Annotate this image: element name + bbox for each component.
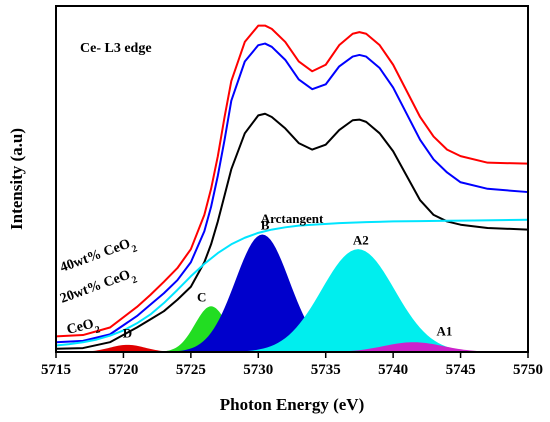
x-tick-label: 5730: [243, 362, 273, 378]
x-tick-label: 5735: [311, 362, 341, 378]
peak-label-b: B: [261, 218, 270, 233]
series-text-label: CeO2: [65, 316, 101, 343]
x-axis-ticks: 5715 5720 5725 5730 5735 5740 5745 5750: [41, 352, 543, 378]
peak-label-a1: A1: [436, 324, 452, 339]
x-tick-label: 5740: [378, 362, 408, 378]
deconvolution-peaks: [57, 234, 528, 352]
x-tick-label: 5745: [446, 362, 476, 378]
peak-label-c: C: [197, 289, 206, 304]
x-tick-label: 5715: [41, 362, 71, 378]
edge-annotation: Ce- L3 edge: [80, 41, 152, 56]
y-axis-label: Intensity (a.u): [7, 128, 26, 230]
peak-a1: [294, 342, 528, 352]
series-line-20wt-ceo2: [55, 42, 529, 344]
plot-frame: [55, 5, 529, 353]
x-tick-label: 5725: [176, 362, 206, 378]
peak-d: [57, 344, 198, 352]
peak-c: [146, 306, 276, 352]
series-line-40wt-ceo2: [55, 24, 529, 338]
peak-a2: [212, 249, 504, 352]
peak-label-d: D: [123, 325, 132, 340]
series-line-arctangent: [55, 218, 529, 347]
arctangent-label: Arctangent: [261, 211, 324, 226]
series-line-ceo2: [55, 112, 529, 350]
x-axis-label: Photon Energy (eV): [220, 395, 364, 414]
peak-label-a2: A2: [353, 232, 369, 247]
spectra-lines: [55, 24, 529, 350]
x-tick-label: 5750: [513, 362, 543, 378]
x-tick-label: 5720: [108, 362, 138, 378]
peak-b: [154, 234, 371, 352]
